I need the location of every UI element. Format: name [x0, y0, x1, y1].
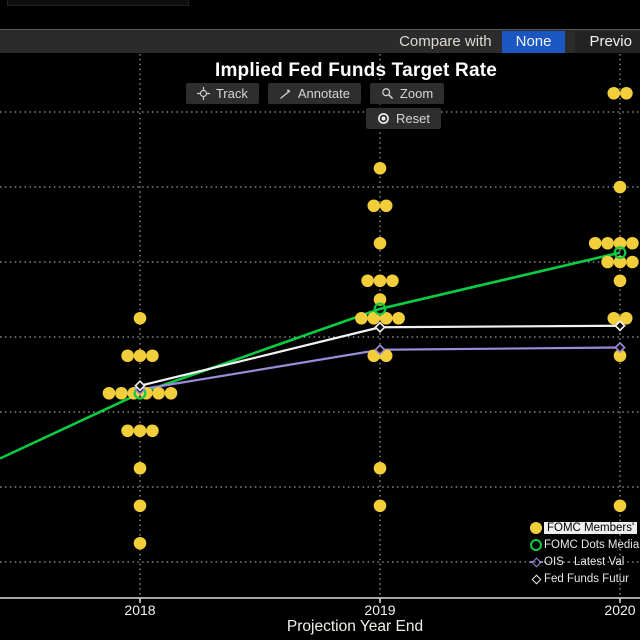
legend-item[interactable]: FOMC Members' — [528, 520, 640, 536]
compare-none-button[interactable]: None — [501, 30, 566, 53]
chart-title: Implied Fed Funds Target Rate — [214, 60, 498, 81]
fomc-dot — [133, 311, 147, 325]
legend-item-label: Fed Funds Futur — [544, 573, 630, 585]
fomc-dot — [373, 274, 387, 288]
fomc-dot — [367, 311, 381, 325]
legend-item[interactable]: FOMC Dots Media — [528, 537, 640, 553]
series-line — [0, 251, 621, 460]
fomc-dot — [601, 255, 614, 269]
fomc-dot — [613, 180, 627, 194]
window-artifact — [7, 0, 189, 6]
top-strip — [0, 0, 640, 29]
track-button-label: Track — [215, 86, 248, 101]
fomc-dot — [607, 86, 621, 100]
annotate-button-label: Annotate — [297, 86, 350, 101]
fomc-dot — [115, 386, 128, 400]
fomc-dot — [619, 311, 633, 325]
fomc-dot — [121, 349, 134, 363]
series-markers — [133, 246, 627, 400]
median-ring-marker — [613, 246, 627, 260]
gridlines — [0, 54, 640, 598]
x-tick-label: 2019 — [364, 602, 395, 618]
fomc-dot — [146, 349, 159, 363]
fomc-dot — [164, 386, 178, 400]
legend-item[interactable]: Fed Funds Futur — [528, 571, 640, 587]
x-axis-title: Projection Year End — [286, 618, 424, 635]
reset-icon — [377, 112, 390, 125]
legend-circle-outline-icon — [528, 539, 544, 551]
chart-toolbar: Track Annotate Zoom — [0, 83, 630, 104]
fomc-dot — [379, 349, 393, 363]
diamond-marker — [374, 344, 386, 356]
fomc-dot — [613, 236, 627, 250]
zoom-magnifier-icon — [381, 87, 394, 100]
fomc-dot — [601, 236, 614, 250]
fomc-dot — [373, 293, 387, 306]
fomc-dot — [373, 161, 387, 175]
track-crosshair-icon — [196, 87, 210, 100]
fomc-dot — [367, 199, 381, 213]
compare-bar: Compare with None Previo — [0, 29, 640, 53]
compare-previous-button[interactable]: Previo — [575, 30, 640, 53]
median-ring-marker — [373, 302, 387, 316]
x-tick-label: 2018 — [124, 602, 155, 618]
fomc-dot — [133, 536, 147, 550]
chart-legend: FOMC Members' FOMC Dots Media OIS - Latest… — [528, 520, 640, 590]
annotate-pencil-icon — [279, 87, 292, 100]
fomc-dot — [620, 86, 633, 100]
fomc-dot — [607, 311, 621, 325]
diamond-marker — [614, 341, 626, 354]
fomc-dot — [613, 255, 627, 269]
track-button[interactable]: Track — [185, 83, 259, 104]
fomc-dot — [133, 499, 147, 513]
fomc-dot — [133, 461, 147, 475]
fomc-dot — [613, 499, 627, 513]
fomc-dot — [367, 349, 381, 363]
legend-diamond-dotted-icon — [528, 557, 544, 567]
zoom-button-label: Zoom — [399, 86, 434, 101]
diamond-marker — [374, 321, 386, 333]
fomc-dot — [613, 274, 627, 288]
fomc-dot — [373, 236, 387, 250]
legend-item[interactable]: OIS - Latest Val — [528, 554, 640, 570]
fomc-dot — [152, 386, 165, 400]
fomc-dot — [102, 386, 116, 400]
reset-button-label: Reset — [396, 111, 430, 126]
fomc-dot — [361, 274, 374, 288]
fomc-dots — [102, 86, 639, 550]
x-tick-label: 2020 — [604, 602, 635, 618]
legend-diamond-outline-icon — [528, 574, 544, 584]
fomc-dot — [626, 236, 639, 250]
fomc-dot — [626, 255, 639, 269]
legend-item-label: FOMC Dots Media — [544, 539, 640, 551]
fomc-dot — [146, 424, 159, 438]
diamond-marker — [134, 380, 146, 392]
fomc-dot — [379, 199, 393, 213]
fomc-dot — [392, 311, 405, 325]
fomc-dot — [373, 499, 387, 513]
legend-item-label: OIS - Latest Val — [544, 556, 625, 568]
legend-circle-filled-icon — [528, 522, 544, 534]
fomc-dot — [379, 311, 393, 325]
fomc-dot — [355, 311, 368, 325]
zoom-button[interactable]: Zoom — [369, 83, 445, 104]
fomc-dot — [121, 424, 134, 438]
fomc-dot — [613, 349, 627, 363]
reset-button[interactable]: Reset — [366, 108, 441, 129]
fomc-dot — [588, 236, 602, 250]
x-axis: 2018 2019 2020 — [0, 597, 640, 618]
fomc-dot — [373, 461, 387, 475]
fomc-dot — [386, 274, 399, 288]
annotate-button[interactable]: Annotate — [267, 83, 361, 104]
fomc-dot — [133, 424, 147, 438]
series-lines — [0, 251, 621, 460]
diamond-marker — [614, 320, 626, 332]
fomc-dot — [133, 349, 147, 363]
compare-with-label: Compare with — [399, 33, 492, 50]
legend-item-label: FOMC Members' — [544, 522, 638, 534]
